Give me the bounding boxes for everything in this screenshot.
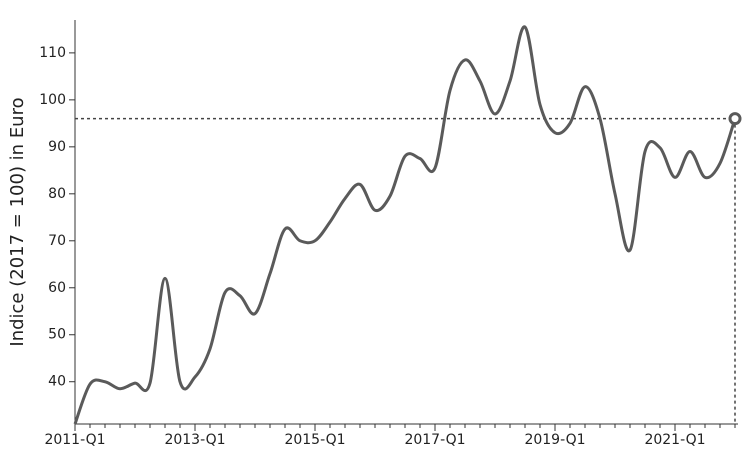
y-tick-label: 60 bbox=[48, 280, 66, 296]
line bbox=[73, 25, 737, 425]
x-tick-label: 2017-Q1 bbox=[404, 432, 465, 448]
x-tick-label: 2021-Q1 bbox=[644, 432, 705, 448]
x-tick-label: 2019-Q1 bbox=[524, 432, 585, 448]
y-tick-label: 40 bbox=[48, 374, 66, 390]
x-tick-label: 2011-Q1 bbox=[44, 432, 105, 448]
end-marker bbox=[728, 112, 742, 126]
y-axis-label: Indice (2017 = 100) in Euro bbox=[7, 97, 28, 346]
y-tick-label: 90 bbox=[48, 139, 66, 155]
y-tick-label: 70 bbox=[48, 233, 66, 249]
y-tick-label: 110 bbox=[39, 45, 66, 61]
y-tick-label: 80 bbox=[48, 186, 66, 202]
y-tick-label: 100 bbox=[39, 92, 66, 108]
x-tick-label: 2015-Q1 bbox=[284, 432, 345, 448]
y-tick-label: 50 bbox=[48, 327, 66, 343]
x-tick-label: 2013-Q1 bbox=[164, 432, 225, 448]
